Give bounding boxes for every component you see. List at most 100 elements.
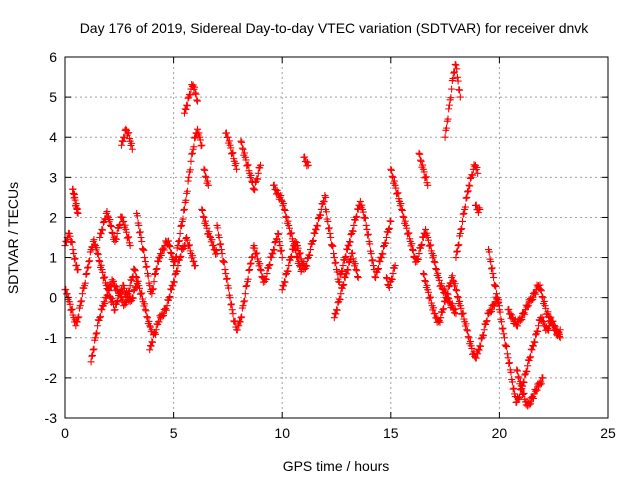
data-point-sat-g	[160, 246, 168, 254]
data-point-sat-x	[472, 354, 480, 362]
data-point-sat-i	[175, 238, 183, 246]
data-point-sat-l	[201, 166, 209, 174]
data-point-sat-m	[237, 314, 245, 322]
data-point-sat-q	[281, 278, 289, 286]
data-point-sat-i	[176, 229, 184, 237]
x-axis-title: GPS time / hours	[283, 458, 390, 474]
data-point-sat-g	[133, 212, 141, 220]
data-point-sat-a	[83, 264, 91, 272]
data-point-sat-x	[448, 272, 456, 280]
data-point-sat-h	[170, 278, 178, 286]
data-point-sat-aa	[474, 209, 482, 217]
data-point-sat-m	[267, 254, 275, 262]
data-marks	[61, 60, 564, 410]
data-point-sat-n	[224, 133, 232, 141]
data-point-sat-b	[69, 246, 77, 254]
data-point-sat-x	[487, 308, 495, 316]
data-point-sat-y	[447, 94, 455, 102]
data-point-sat-m	[215, 234, 223, 241]
data-point-sat-e	[126, 242, 134, 250]
data-point-sat-s	[369, 262, 377, 270]
data-point-sat-g	[167, 250, 175, 258]
data-point-sat-s	[376, 258, 384, 266]
data-point-sat-x	[479, 332, 487, 340]
data-point-sat-e	[125, 233, 133, 241]
data-point-sat-ab	[515, 394, 523, 402]
data-point-sat-q	[293, 239, 301, 247]
data-point-sat-z	[457, 225, 465, 233]
data-point-sat-i	[175, 237, 183, 245]
data-point-sat-m	[236, 318, 244, 326]
data-point-sat-e	[118, 213, 126, 221]
data-point-sat-ad	[555, 332, 563, 340]
data-point-sat-ab	[510, 384, 518, 392]
data-point-sat-b	[74, 266, 82, 274]
data-point-sat-g	[153, 265, 161, 273]
data-point-sat-r	[304, 161, 312, 169]
data-point-sat-a	[84, 263, 92, 271]
x-tick-label: 5	[170, 425, 178, 441]
data-point-sat-a	[76, 302, 84, 310]
data-point-sat-m	[217, 240, 225, 248]
data-point-sat-d	[96, 313, 104, 321]
data-point-sat-ab	[509, 385, 517, 393]
data-point-sat-x	[431, 309, 439, 317]
data-point-sat-d	[111, 282, 119, 290]
data-point-sat-m	[240, 298, 248, 306]
data-point-sat-ab	[494, 299, 502, 307]
data-point-sat-w	[391, 262, 399, 270]
data-point-sat-a	[66, 300, 74, 308]
data-point-sat-t	[348, 249, 356, 257]
data-point-sat-h	[146, 346, 154, 354]
data-point-sat-m	[274, 229, 282, 237]
data-point-sat-g	[146, 282, 154, 290]
data-point-sat-ad	[551, 323, 559, 331]
data-point-sat-z	[464, 187, 472, 195]
data-point-sat-ab	[524, 362, 532, 370]
data-point-sat-u	[394, 189, 402, 197]
data-point-sat-e	[103, 208, 111, 216]
data-point-sat-s	[382, 234, 390, 241]
data-point-sat-ad	[523, 303, 531, 311]
data-point-sat-ab	[499, 324, 507, 332]
data-point-sat-h	[165, 294, 173, 302]
data-point-sat-m	[276, 242, 284, 250]
data-point-sat-q	[287, 254, 295, 262]
data-point-sat-m	[248, 254, 256, 262]
data-point-sat-o	[238, 138, 246, 146]
data-point-sat-ab	[534, 328, 542, 336]
data-point-sat-g	[142, 263, 150, 271]
data-point-sat-a	[75, 313, 83, 321]
data-point-sat-m	[220, 258, 228, 266]
data-point-sat-e	[112, 235, 120, 243]
data-point-sat-m	[225, 284, 233, 292]
data-point-sat-ac	[514, 373, 522, 381]
data-point-sat-m	[246, 260, 254, 268]
data-point-sat-d	[112, 283, 120, 291]
data-point-sat-x	[436, 318, 444, 326]
data-point-sat-j	[193, 96, 201, 104]
data-point-sat-s	[367, 250, 375, 258]
data-point-sat-ab	[529, 342, 537, 350]
data-point-sat-a	[95, 256, 103, 264]
data-point-sat-d	[89, 346, 97, 354]
data-point-sat-z	[453, 247, 461, 255]
data-point-sat-m	[266, 261, 274, 269]
data-point-sat-x	[422, 278, 430, 286]
data-point-sat-g	[137, 234, 145, 241]
data-point-sat-m	[244, 275, 252, 283]
data-point-sat-m	[277, 246, 285, 254]
data-point-sat-y	[450, 69, 458, 77]
data-point-sat-p	[288, 229, 296, 237]
data-point-sat-m	[226, 294, 234, 302]
data-point-sat-q	[289, 246, 297, 254]
data-point-sat-m	[259, 274, 267, 282]
data-point-sat-i	[188, 150, 196, 158]
data-point-sat-s	[324, 217, 332, 225]
data-point-sat-j	[186, 91, 194, 99]
data-point-sat-ad	[518, 316, 526, 324]
data-point-sat-d	[133, 274, 141, 282]
data-point-sat-h	[178, 246, 186, 254]
data-point-sat-ab	[504, 354, 512, 362]
data-point-sat-a	[96, 258, 104, 266]
